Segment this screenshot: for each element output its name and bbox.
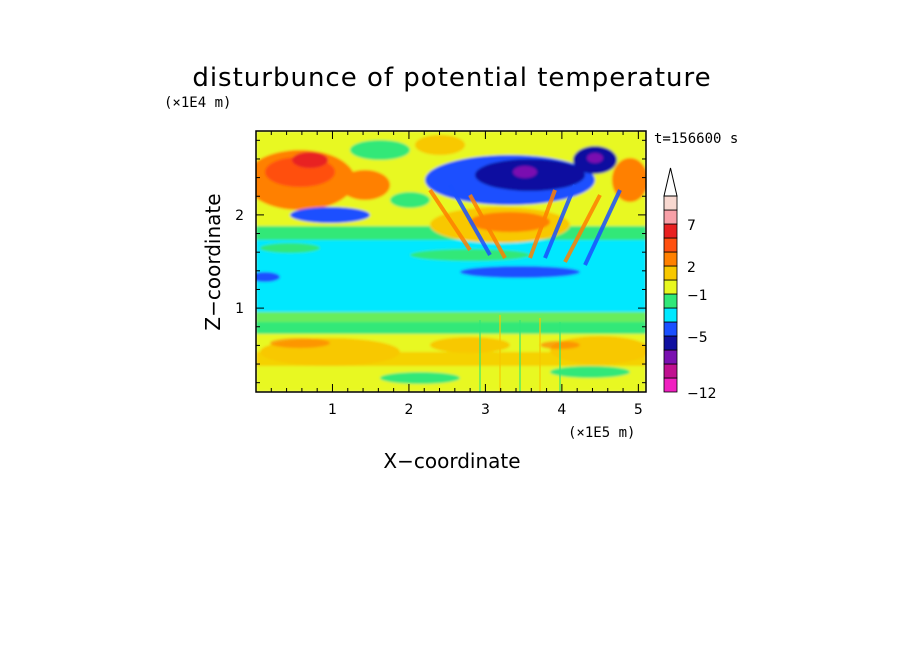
x-tick-label: 3	[481, 402, 490, 418]
y-axis-label: Z−coordinate	[201, 193, 225, 330]
colorbar-swatch	[663, 293, 678, 309]
colorbar-tick-label: 2	[687, 260, 696, 276]
x-tick-label: 4	[557, 402, 566, 418]
x-axis-label: X−coordinate	[383, 449, 520, 473]
colorbar-swatch	[663, 279, 678, 295]
colorbar-swatch	[663, 349, 678, 365]
colorbar-swatch	[663, 195, 678, 211]
x-tick-label: 5	[634, 402, 643, 418]
colorbar-swatch	[663, 377, 678, 393]
colorbar-swatch	[663, 237, 678, 253]
colorbar-tick-label: −12	[687, 386, 717, 402]
colorbar-tick-label: 7	[687, 218, 696, 234]
x-tick-label: 2	[404, 402, 413, 418]
y-axis-ticks: 12	[235, 139, 646, 384]
x-scale-label: (×1E5 m)	[568, 425, 635, 441]
colorbar-swatch	[663, 223, 678, 239]
colorbar-swatch	[663, 335, 678, 351]
colorbar-tick-label: −1	[687, 288, 708, 304]
colorbar-swatch	[663, 265, 678, 281]
colorbar-extend-arrow	[663, 167, 678, 197]
colorbar-tick-label: −5	[687, 330, 708, 346]
y-tick-label: 2	[235, 208, 244, 224]
y-scale-label: (×1E4 m)	[164, 95, 231, 111]
chart-title: disturbunce of potential temperature	[192, 63, 711, 93]
plot-frame	[255, 130, 647, 393]
colorbar: −12−5−127	[663, 167, 717, 402]
colorbar-swatch	[663, 307, 678, 323]
y-tick-label: 1	[235, 301, 244, 317]
colorbar-swatch	[663, 209, 678, 225]
heatmap-field	[256, 131, 646, 392]
colorbar-swatch	[663, 321, 678, 337]
colorbar-swatch	[663, 251, 678, 267]
x-tick-label: 1	[328, 402, 337, 418]
colorbar-swatch	[663, 363, 678, 379]
x-axis-ticks: 1 2 3 4 5	[270, 131, 643, 418]
time-label: t=156600 s	[654, 131, 738, 147]
